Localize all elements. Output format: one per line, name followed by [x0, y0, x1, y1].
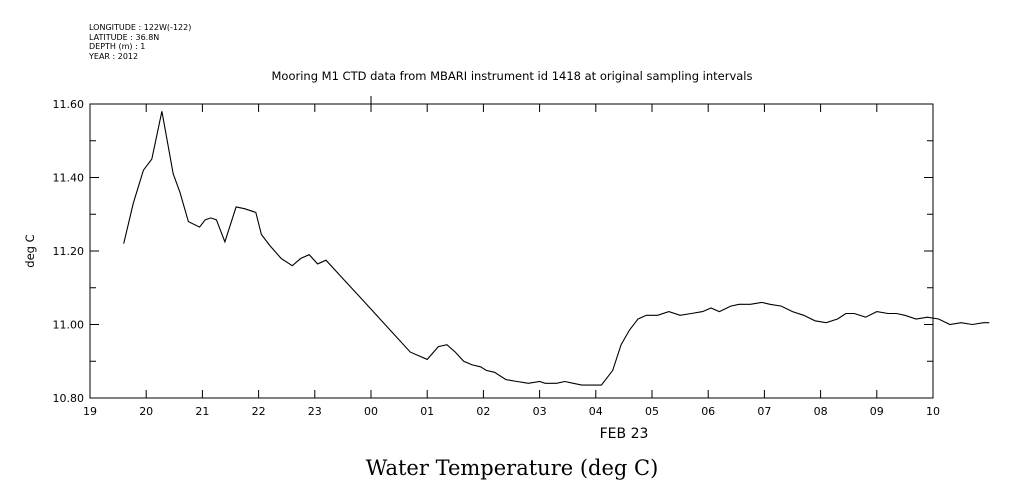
x-axis-ticks: 19 20 21 22 23 00 01 02 03 04 05 06 07 08 09 10 [83, 104, 940, 418]
x-tick-label: 10 [926, 405, 940, 418]
x-axis-label: FEB 23 [600, 426, 649, 442]
x-tick-label: 21 [195, 405, 209, 418]
x-tick-label: 06 [701, 405, 715, 418]
year-line: YEAR : 2012 [89, 51, 139, 61]
x-tick-label: 05 [645, 405, 659, 418]
depth-line: DEPTH (m) : 1 [89, 42, 146, 51]
metadata-block: LONGITUDE : 122W(-122) LATITUDE : 36.8N … [89, 23, 191, 61]
y-tick-label: 11.60 [53, 98, 85, 111]
y-tick-label: 10.80 [53, 392, 85, 405]
y-axis-ticks: 10.80 11.00 11.20 11.40 11.60 [53, 98, 933, 405]
x-tick-label: 22 [252, 405, 266, 418]
y-tick-label: 11.20 [53, 245, 85, 258]
plot-frame [89, 103, 934, 399]
y-tick-label: 11.40 [53, 172, 85, 185]
x-tick-label: 08 [814, 405, 828, 418]
chart-caption: Water Temperature (deg C) [366, 456, 659, 480]
y-axis-label: deg C [23, 234, 37, 267]
x-tick-label: 07 [757, 405, 771, 418]
x-tick-label: 09 [870, 405, 884, 418]
x-tick-label: 00 [364, 405, 378, 418]
x-tick-label: 04 [589, 405, 603, 418]
x-tick-label: 23 [308, 405, 322, 418]
x-tick-label: 01 [420, 405, 434, 418]
latitude-line: LATITUDE : 36.8N [89, 32, 160, 42]
x-tick-label: 19 [83, 405, 97, 418]
x-tick-label: 03 [533, 405, 547, 418]
longitude-line: LONGITUDE : 122W(-122) [89, 23, 192, 32]
x-tick-label: 20 [139, 405, 153, 418]
y-tick-label: 11.00 [53, 319, 85, 332]
chart-title: Mooring M1 CTD data from MBARI instrumen… [272, 69, 753, 83]
temperature-series-line [123, 111, 990, 386]
x-tick-label: 02 [476, 405, 490, 418]
